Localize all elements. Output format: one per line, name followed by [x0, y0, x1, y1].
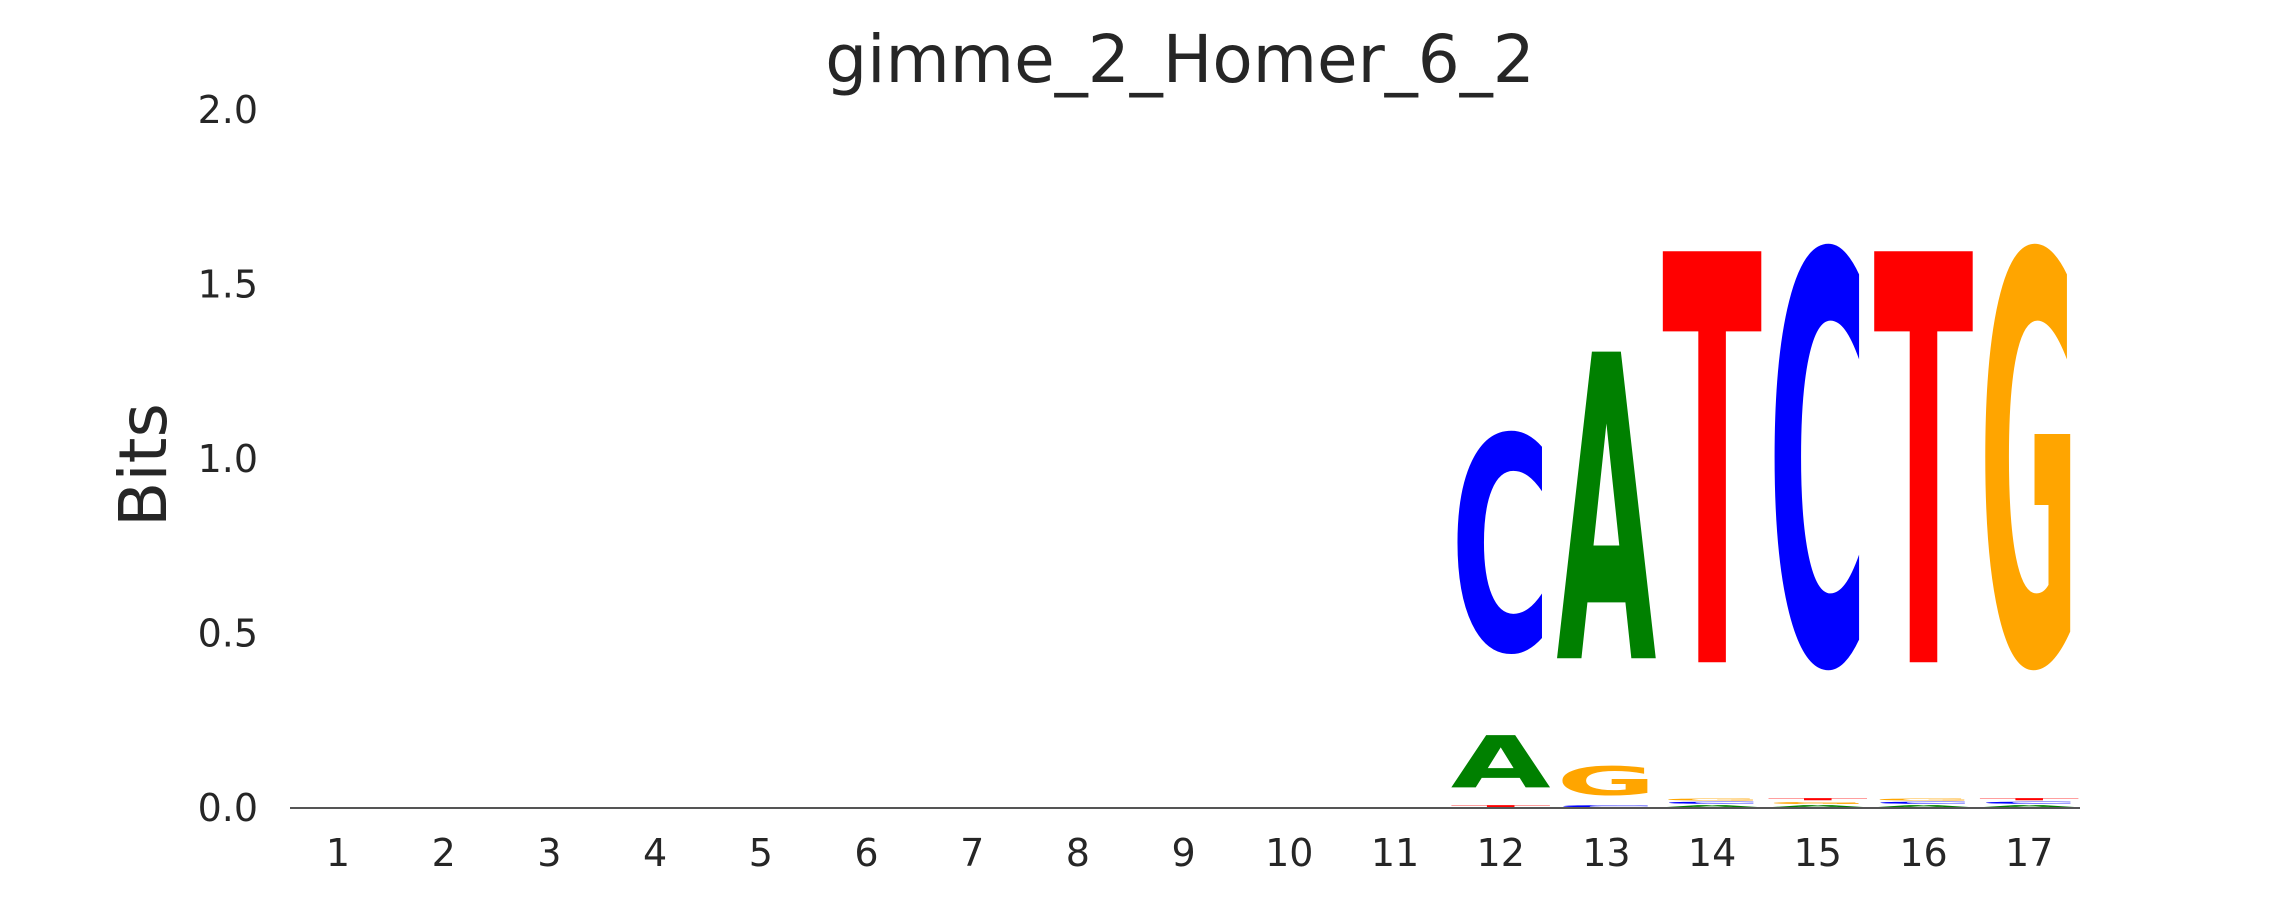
logo-letter-a: A	[1874, 805, 1974, 808]
x-tick-label: 10	[1265, 831, 1313, 875]
x-tick-label: 4	[643, 831, 667, 875]
y-tick-label: 1.5	[198, 263, 258, 307]
x-tick-label: 9	[1172, 831, 1196, 875]
logo-letter-a: A	[1556, 269, 1657, 758]
logo-letter-c: C	[1979, 801, 2079, 804]
logo-letter-c: C	[1556, 805, 1656, 808]
logo-letter-t: T	[1768, 798, 1868, 801]
x-tick-label: 3	[537, 831, 561, 875]
y-tick-label: 2.0	[198, 88, 258, 132]
x-tick-label: 14	[1688, 831, 1736, 875]
logo-letter-g: G	[1662, 798, 1762, 801]
x-tick-label: 1	[326, 831, 350, 875]
logo-letter-g: G	[1768, 801, 1868, 804]
logo-letter-c: C	[1662, 801, 1762, 804]
y-axis-ticks: 0.0 0.5 1.0 1.5 2.0	[198, 88, 258, 830]
logo-letter-t: T	[1451, 805, 1551, 808]
logo-letter-g: G	[1556, 760, 1656, 805]
logo-letter-c: C	[1874, 801, 1974, 804]
x-tick-label: 11	[1371, 831, 1419, 875]
logo-letter-c: C	[1768, 138, 1868, 795]
y-axis-label: Bits	[105, 403, 182, 527]
logo-letter-t: T	[1662, 141, 1763, 797]
logo-letter-a: A	[1768, 805, 1868, 808]
x-tick-label: 12	[1477, 831, 1525, 875]
logo-letter-t: T	[1979, 798, 2079, 801]
logo-letter-t: T	[1874, 141, 1975, 797]
logo-letter-c: C	[1451, 378, 1551, 721]
logo-letter-a: A	[1662, 805, 1762, 808]
x-tick-label: 2	[432, 831, 456, 875]
chart-title: gimme_2_Homer_6_2	[825, 21, 1534, 98]
y-tick-label: 0.0	[198, 786, 258, 830]
x-tick-label: 5	[749, 831, 773, 875]
x-tick-label: 8	[1066, 831, 1090, 875]
x-tick-label: 13	[1582, 831, 1630, 875]
x-tick-label: 7	[960, 831, 984, 875]
logo-letter-g: G	[1979, 140, 2079, 797]
x-tick-label: 17	[2005, 831, 2053, 875]
y-tick-label: 0.5	[198, 612, 258, 656]
x-tick-label: 6	[854, 831, 878, 875]
x-axis-ticks: 1 2 3 4 5 6 7 8 9 10 11 12 13 14 15 16 17	[326, 831, 2053, 875]
logo-letter-a: A	[1979, 805, 2079, 808]
logo-letter-a: A	[1451, 721, 1551, 805]
x-tick-label: 15	[1794, 831, 1842, 875]
y-tick-label: 1.0	[198, 437, 258, 481]
x-tick-label: 16	[1899, 831, 1947, 875]
logo-letter-g: G	[1874, 798, 1974, 801]
